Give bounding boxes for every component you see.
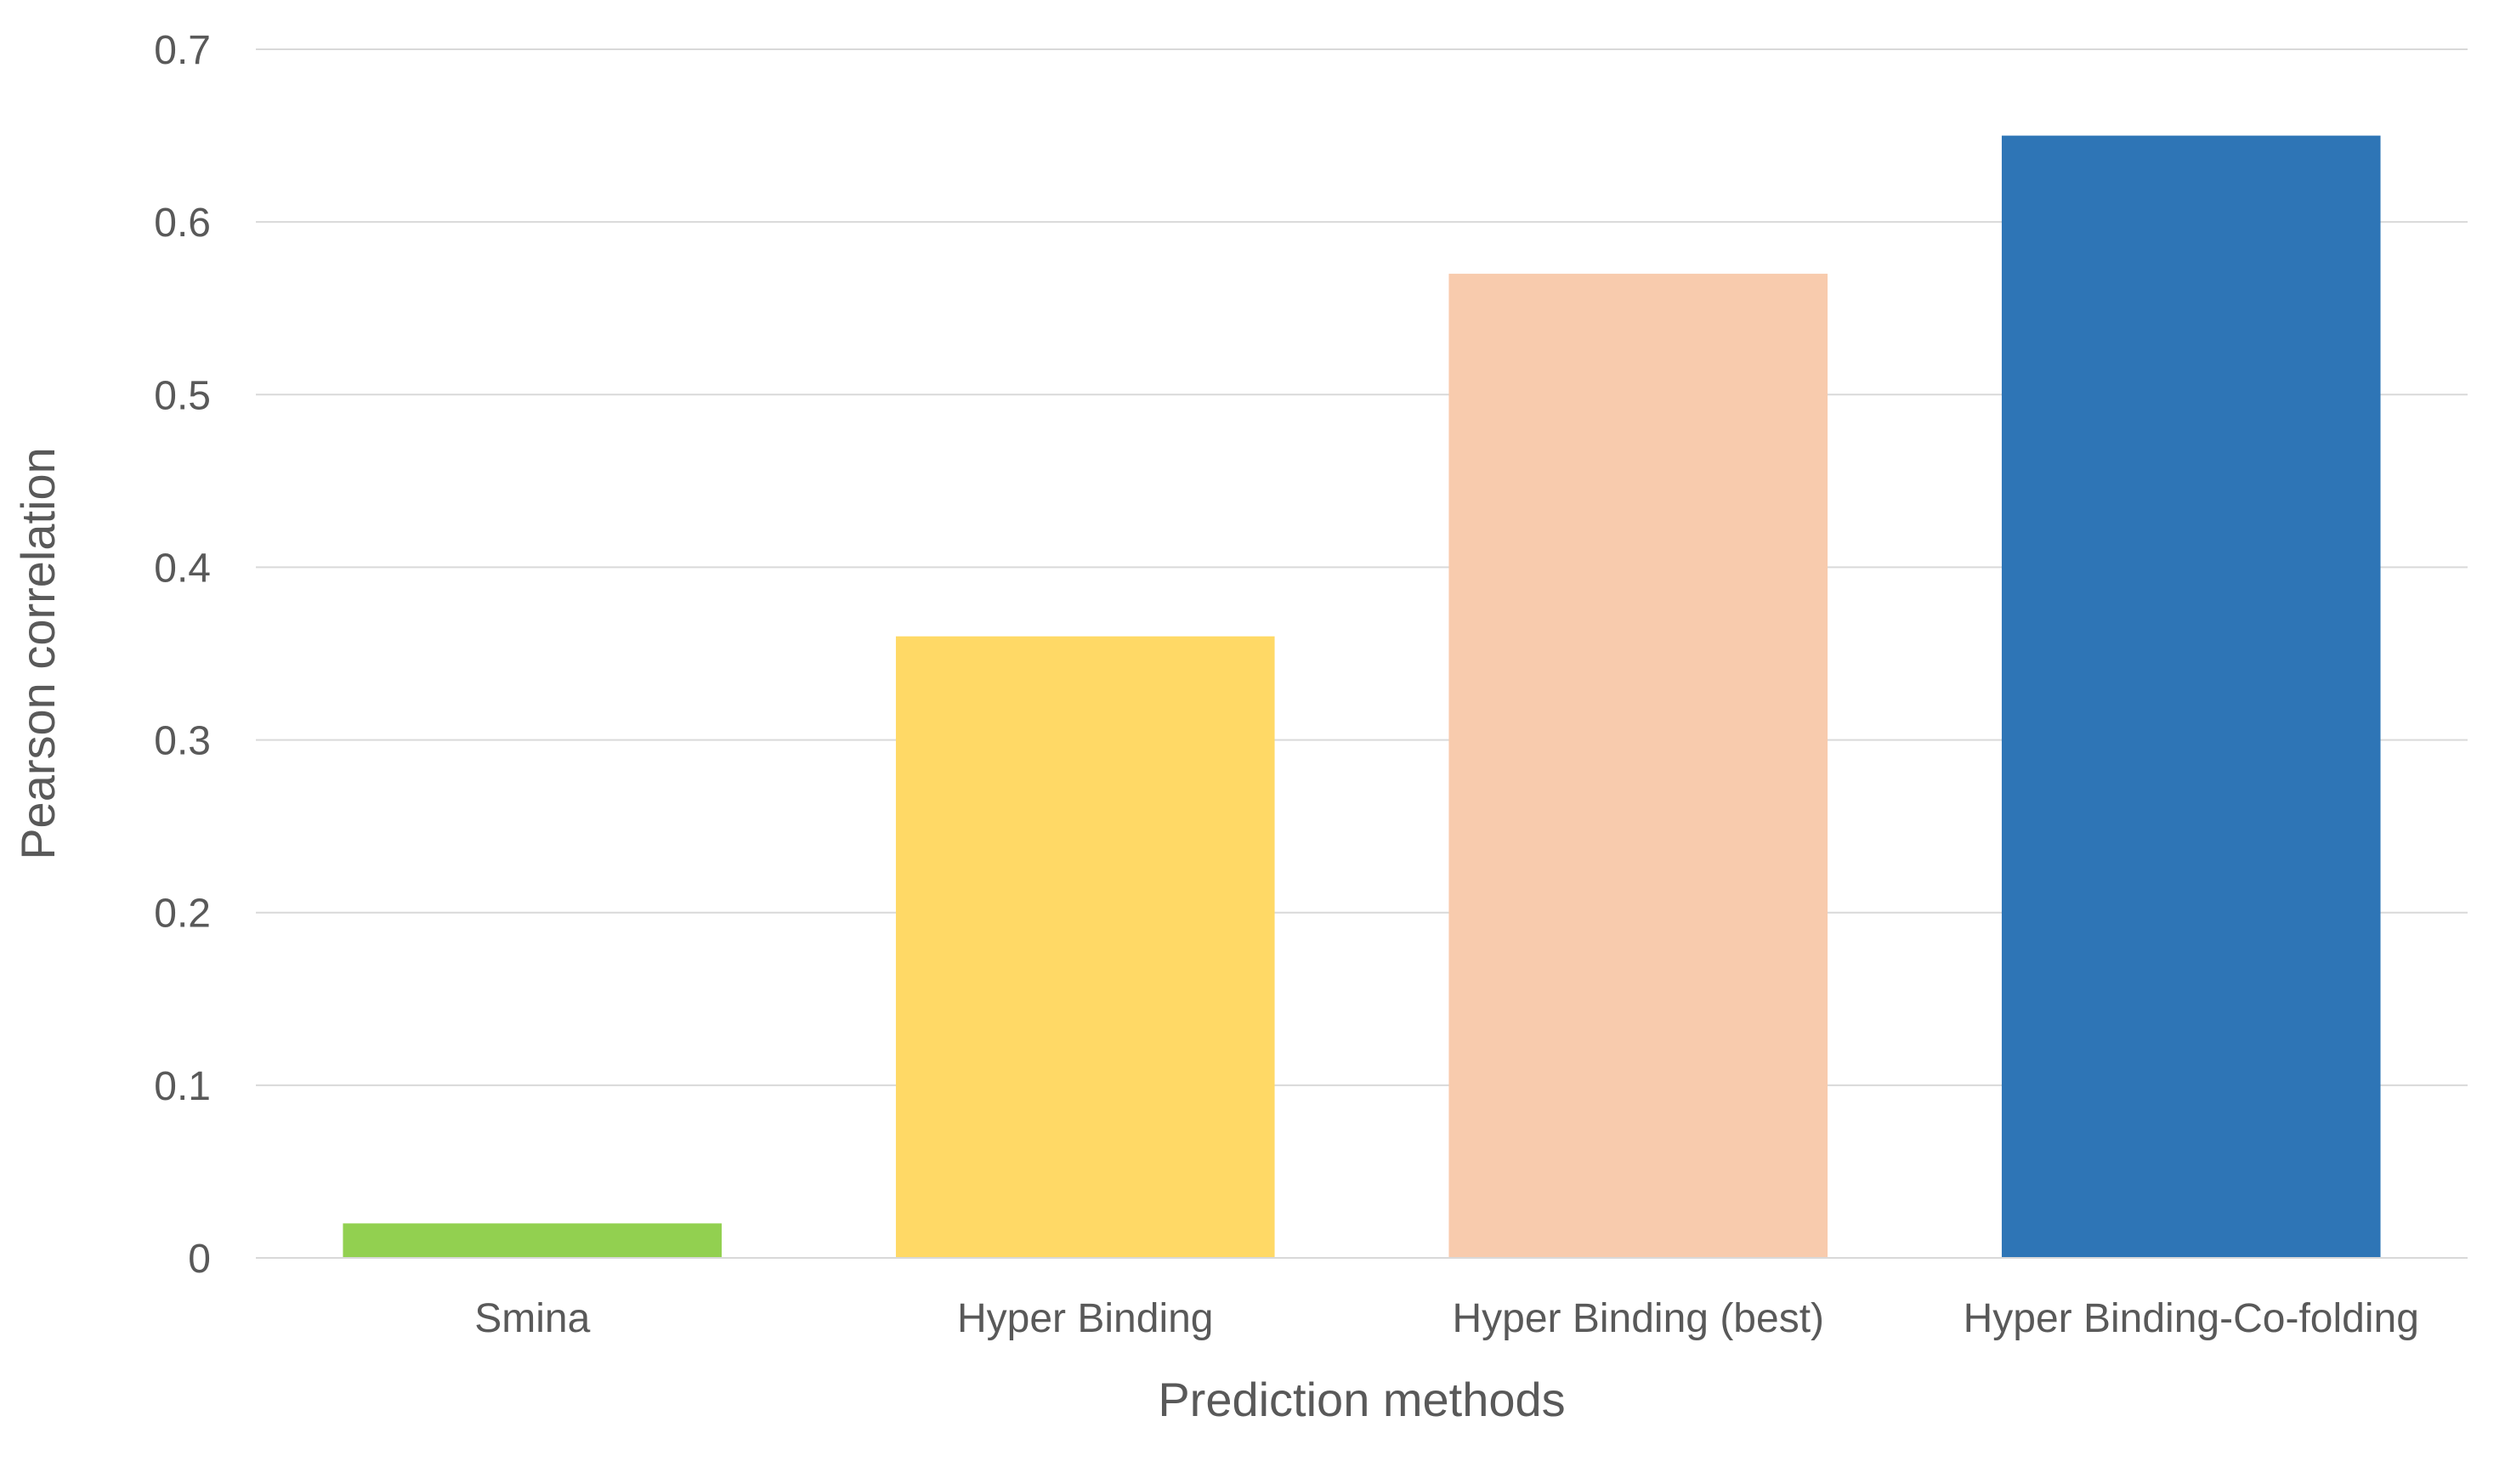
x-axis-title: Prediction methods bbox=[1158, 1373, 1565, 1426]
bar-2 bbox=[895, 636, 1275, 1258]
x-tick-label: Hyper Binding-Co-folding bbox=[1964, 1296, 2419, 1341]
y-axis-title: Pearson correlation bbox=[11, 447, 65, 860]
gridlines bbox=[256, 48, 2468, 1086]
y-tick-label: 0.6 bbox=[154, 201, 211, 246]
y-tick-label: 0.4 bbox=[154, 546, 211, 591]
bars bbox=[343, 135, 2381, 1259]
x-axis-tick-labels: Smina Hyper Binding Hyper Binding (best) Hy… bbox=[474, 1296, 2419, 1341]
y-tick-label: 0.1 bbox=[154, 1064, 211, 1109]
x-tick-label: Hyper Binding (best) bbox=[1452, 1296, 1824, 1341]
bar-1 bbox=[343, 1223, 723, 1258]
y-tick-label: 0.3 bbox=[154, 719, 211, 764]
y-tick-label: 0 bbox=[188, 1237, 211, 1282]
x-tick-label: Smina bbox=[474, 1296, 590, 1341]
x-tick-label: Hyper Binding bbox=[957, 1296, 1214, 1341]
bar-4 bbox=[2001, 135, 2381, 1259]
y-tick-label: 0.5 bbox=[154, 373, 211, 418]
y-tick-label: 0.2 bbox=[154, 892, 211, 937]
y-tick-label: 0.7 bbox=[154, 28, 211, 73]
y-axis-tick-labels: 0 0.1 0.2 0.3 0.4 0.5 0.6 0.7 bbox=[154, 28, 211, 1282]
bar-3 bbox=[1448, 274, 1828, 1259]
